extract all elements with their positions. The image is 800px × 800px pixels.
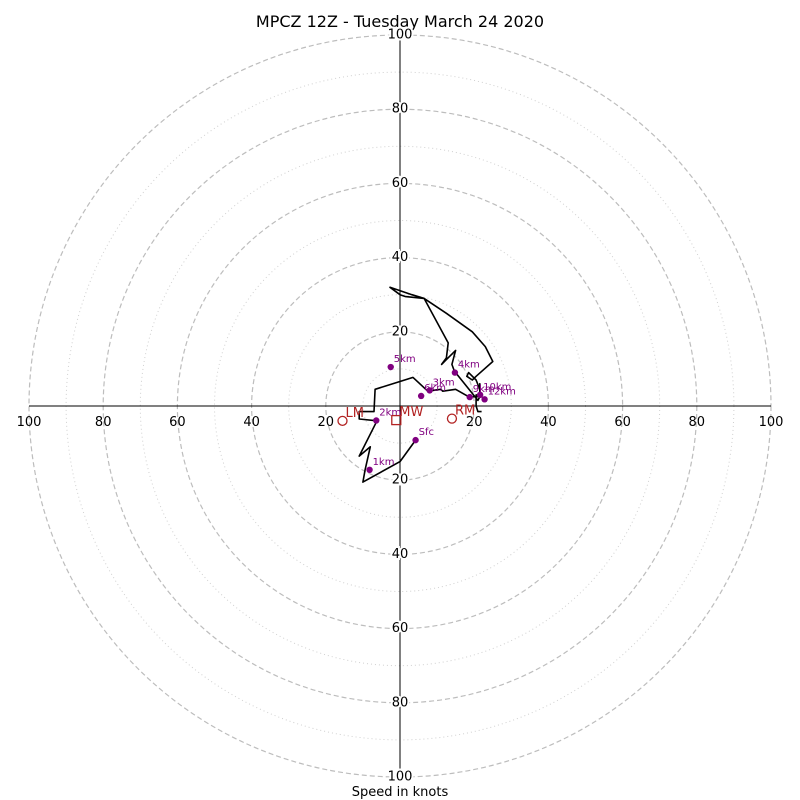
height-point — [417, 392, 425, 400]
height-label: 6km — [424, 383, 446, 394]
x-tick-label: 20 — [318, 415, 335, 430]
height-label: 5km — [394, 354, 416, 365]
height-point — [387, 363, 394, 371]
tick-labels: 100 80 60 40 20 20 40 60 80 100 100 80 60 40 20 20 40 60 8… — [17, 26, 784, 787]
y-tick-label: 60 — [392, 621, 409, 636]
height-point — [481, 396, 488, 403]
height-point — [373, 417, 380, 424]
motion-label: MW — [399, 405, 423, 420]
height-label: 2km — [379, 407, 401, 418]
storm-motion-marker — [337, 415, 348, 426]
storm-motion-marker — [446, 413, 458, 424]
height-point — [451, 369, 459, 376]
x-tick-label: 100 — [17, 415, 42, 430]
height-point — [466, 393, 473, 401]
height-label: 4km — [458, 360, 480, 371]
height-label: 12km — [488, 386, 516, 397]
hodograph-line — [358, 286, 494, 483]
height-label: 1km — [373, 457, 395, 468]
axes — [29, 35, 771, 777]
height-label: Sfc — [419, 427, 434, 438]
x-tick-label: 60 — [169, 415, 186, 430]
motion-label: RM — [455, 404, 475, 419]
y-tick-label: 100 — [388, 28, 413, 43]
x-tick-label: 40 — [540, 415, 557, 430]
x-tick-label: 100 — [759, 415, 784, 430]
height-point — [426, 387, 433, 394]
height-label: 10km — [483, 382, 511, 393]
height-point — [412, 436, 419, 444]
mean-wind-marker — [391, 414, 402, 426]
y-tick-label: 20 — [392, 473, 409, 488]
y-tick-label: 40 — [392, 250, 409, 265]
y-tick-label: 40 — [392, 547, 409, 562]
height-label: 9km — [473, 384, 495, 395]
storm-motion-markers: LM MW RM — [337, 404, 475, 426]
x-tick-label: 80 — [95, 415, 112, 430]
x-tick-label: 80 — [689, 415, 706, 430]
x-tick-label: 20 — [466, 415, 483, 430]
y-tick-label: 100 — [388, 770, 413, 785]
height-label: 3km — [433, 377, 455, 388]
x-tick-label: 40 — [243, 415, 260, 430]
height-point — [476, 391, 484, 399]
chart-title: MPCZ 12Z - Tuesday March 24 2020 — [256, 12, 544, 31]
height-point — [366, 466, 373, 474]
motion-label: LM — [345, 406, 363, 421]
y-tick-label: 80 — [392, 695, 409, 710]
wind-trace — [358, 286, 494, 483]
y-tick-label: 20 — [392, 324, 409, 339]
y-tick-label: 60 — [392, 176, 409, 191]
x-axis-label: Speed in knots — [352, 785, 449, 800]
x-tick-label: 60 — [614, 415, 631, 430]
y-tick-label: 80 — [392, 102, 409, 117]
